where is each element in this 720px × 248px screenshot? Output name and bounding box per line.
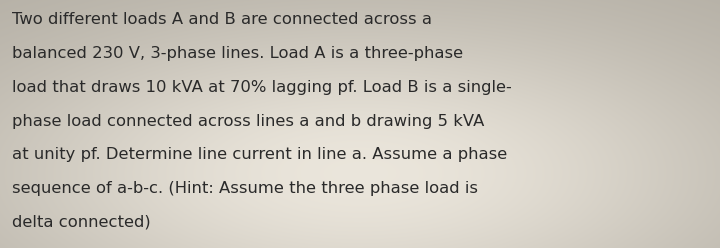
Text: load that draws 10 kVA at 70% lagging pf. Load B is a single-: load that draws 10 kVA at 70% lagging pf… (12, 80, 511, 95)
Text: at unity pf. Determine line current in line a. Assume a phase: at unity pf. Determine line current in l… (12, 147, 507, 162)
Text: balanced 230 V, 3-phase lines. Load A is a three-phase: balanced 230 V, 3-phase lines. Load A is… (12, 46, 463, 61)
Text: phase load connected across lines a and b drawing 5 kVA: phase load connected across lines a and … (12, 114, 484, 128)
Text: Two different loads A and B are connected across a: Two different loads A and B are connecte… (12, 12, 431, 27)
Text: delta connected): delta connected) (12, 215, 150, 230)
Text: sequence of a-b-c. (Hint: Assume the three phase load is: sequence of a-b-c. (Hint: Assume the thr… (12, 181, 477, 196)
